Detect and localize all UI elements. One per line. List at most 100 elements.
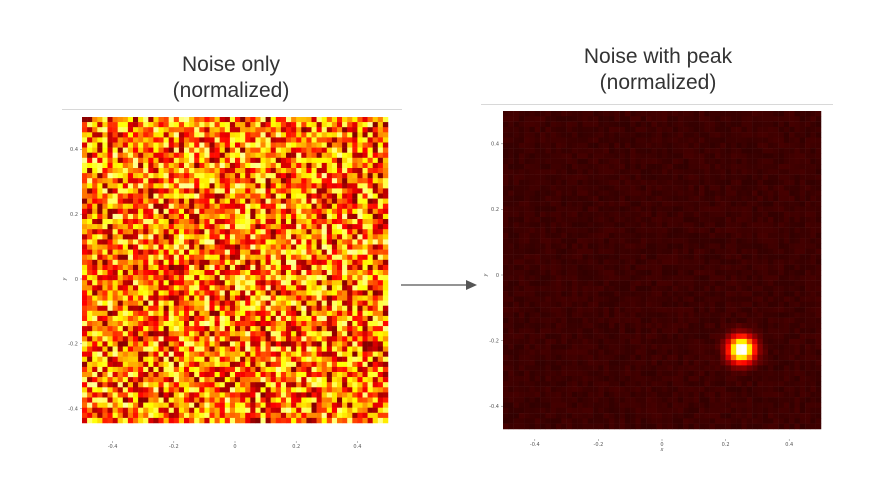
heatmap-cell [163, 280, 169, 286]
heatmap-cell [667, 111, 673, 117]
heatmap-cell [331, 162, 338, 169]
heatmap-cell [550, 148, 557, 154]
heatmap-cell [194, 392, 200, 398]
heatmap-cell [624, 206, 631, 212]
heatmap-cell [342, 234, 348, 240]
heatmap-cell [789, 142, 795, 149]
heatmap-cell [342, 392, 348, 398]
heatmap-cell [508, 116, 514, 122]
heatmap-cell [736, 121, 742, 128]
heatmap-cell [250, 188, 256, 194]
heatmap-cell [153, 127, 159, 133]
heatmap-cell [357, 331, 363, 337]
heatmap-cell [173, 193, 180, 199]
heatmap-cell [783, 164, 790, 170]
heatmap-cell [250, 224, 256, 230]
heatmap-cell [382, 208, 389, 215]
heatmap-cell [173, 402, 180, 408]
heatmap-cell [265, 117, 271, 123]
heatmap-cell [168, 264, 175, 271]
heatmap-cell [534, 126, 541, 133]
heatmap-cell [260, 224, 266, 230]
heatmap-cell [173, 270, 180, 276]
heatmap-cell [178, 239, 185, 245]
heatmap-cell [540, 206, 546, 212]
heatmap-cell [224, 280, 231, 286]
heatmap-cell [260, 117, 266, 123]
heatmap-cell [577, 121, 583, 128]
heatmap-cell [168, 331, 175, 337]
heatmap-cell [372, 208, 379, 215]
heatmap-cell [741, 153, 748, 159]
heatmap-cell [291, 188, 297, 194]
heatmap-cell [92, 270, 98, 276]
heatmap-cell [598, 222, 604, 228]
heatmap-cell [235, 264, 241, 271]
heatmap-cell [778, 195, 785, 202]
heatmap-cell [672, 169, 679, 175]
heatmap-cell [316, 305, 322, 312]
heatmap-cell [260, 208, 266, 215]
heatmap-cell [810, 169, 816, 175]
heatmap-cell [582, 164, 589, 170]
heatmap-cell [127, 173, 134, 179]
heatmap-cell [92, 397, 98, 403]
heatmap-cell [508, 148, 514, 154]
heatmap-cell [229, 392, 236, 398]
heatmap-cell [342, 280, 348, 286]
heatmap-cell [82, 152, 88, 159]
heatmap-cell [357, 280, 363, 286]
heatmap-cell [199, 157, 205, 164]
heatmap-cell [265, 387, 271, 393]
heatmap-cell [265, 275, 271, 281]
heatmap-cell [362, 285, 368, 291]
heatmap-cell [138, 193, 144, 199]
heatmap-cell [280, 152, 287, 159]
heatmap-cell [112, 127, 118, 133]
heatmap-cell [352, 321, 358, 327]
heatmap-cell [127, 285, 134, 291]
heatmap-cell [158, 208, 164, 215]
heatmap-cell [503, 169, 509, 175]
heatmap-cell [672, 179, 679, 186]
heatmap-cell [357, 305, 363, 312]
heatmap-cell [362, 397, 368, 403]
heatmap-cell [168, 305, 175, 312]
heatmap-cell [224, 219, 231, 225]
heatmap-cell [102, 412, 108, 419]
heatmap-cell [337, 198, 343, 204]
heatmap-cell [107, 377, 113, 383]
heatmap-cell [168, 280, 175, 286]
heatmap-cell [158, 117, 164, 123]
heatmap-cell [240, 117, 246, 123]
heatmap-cell [513, 227, 520, 234]
heatmap-cell [143, 213, 149, 220]
heatmap-cell [260, 219, 266, 225]
heatmap-cell [199, 336, 205, 342]
heatmap-cell [153, 402, 159, 408]
heatmap-cell [352, 203, 358, 210]
heatmap-cell [97, 173, 103, 179]
heatmap-cell [624, 201, 631, 207]
heatmap-cell [311, 219, 317, 225]
heatmap-cell [265, 244, 271, 250]
heatmap-cell [662, 227, 668, 234]
heatmap-cell [163, 157, 169, 164]
heatmap-cell [367, 198, 373, 204]
heatmap-cell [296, 321, 302, 327]
heatmap-cell [337, 264, 343, 271]
heatmap-cell [704, 222, 710, 228]
heatmap-cell [571, 227, 578, 234]
heatmap-cell [102, 300, 108, 306]
heatmap-cell [224, 259, 231, 266]
heatmap-cell [337, 239, 343, 245]
heatmap-cell [112, 377, 118, 383]
heatmap-cell [609, 179, 615, 186]
heatmap-cell [235, 122, 241, 128]
heatmap-cell [746, 222, 753, 228]
heatmap-cell [524, 222, 530, 228]
heatmap-cell [260, 173, 266, 179]
heatmap-cell [178, 331, 185, 337]
heatmap-cell [331, 402, 338, 408]
heatmap-cell [593, 179, 599, 186]
